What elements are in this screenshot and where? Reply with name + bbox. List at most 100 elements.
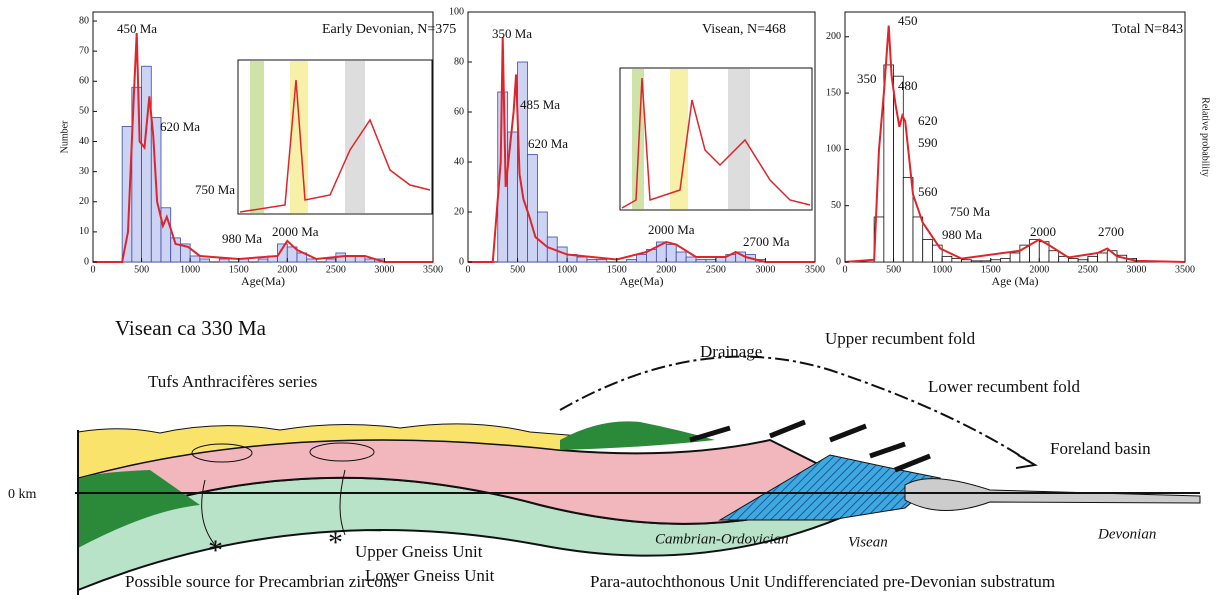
x-tick-label: 2500 [326,264,346,275]
bar [990,259,1001,263]
peak-label: 2000 Ma [272,224,319,239]
peak-label: 750 Ma [195,182,235,197]
diagram-label: Lower Gneiss Unit [365,566,495,585]
y-tick-label: 50 [79,106,89,117]
diagram-label: Para-autochthonous Unit Undifferenciated… [590,572,1055,591]
bar [1097,252,1108,263]
y-tick-label: 0 [84,256,89,267]
y-tick-label: 30 [79,166,89,177]
x-tick-label: 500 [134,264,149,275]
bar [902,177,914,263]
x-tick-label: 2000 [656,264,676,275]
bar [257,258,269,263]
bar [189,255,201,263]
peak-label: 2000 [1030,224,1056,239]
y-tick-label: 0 [459,256,464,267]
x-tick-label: 3000 [1126,264,1146,275]
x-tick-label: 3500 [423,264,443,275]
y2-axis-label: Relative probability [1200,97,1211,177]
bar [325,258,337,263]
cross-section: * * [75,355,1201,595]
bar [586,259,598,263]
peak-label: 750 Ma [950,204,990,219]
y-tick-label: 70 [79,45,89,56]
y-tick-label: 80 [454,56,464,67]
peak-label: 2700 [1098,224,1124,239]
bar [665,244,677,263]
bar [180,243,191,263]
peak-label: 450 [898,13,918,28]
bar [883,64,894,263]
y-tick-label: 10 [79,226,89,237]
x-tick-label: 2500 [706,264,726,275]
diagram-label: Cambrian-Ordovician [655,531,789,547]
y-tick-label: 80 [79,15,89,26]
probability-curve [93,33,433,263]
bar [980,260,992,263]
bar [951,258,962,263]
diagram-label: Foreland basin [1050,439,1151,458]
diagram-label: Devonian [1097,526,1156,542]
probability-curve [468,36,815,263]
x-tick-label: 2000 [277,264,297,275]
diagram-label: Lower recumbent fold [928,377,1080,396]
peak-label: 350 [857,71,877,86]
peak-label: 980 Ma [942,227,982,242]
peak-label: 480 [898,78,918,93]
y-tick-label: 40 [454,156,464,167]
diagram-label: Possible source for Precambrian zircons [125,572,398,591]
peak-label: 485 Ma [520,97,560,112]
chart-title: Visean, N=468 [702,22,786,37]
x-axis-label: Age (Ma) [992,274,1039,288]
x-tick-label: 3500 [805,264,825,275]
peak-label: 620 Ma [160,119,200,134]
bar [912,216,924,263]
bar [695,259,707,263]
x-tick-label: 1000 [932,264,952,275]
bar [537,211,548,263]
bar [1068,258,1079,263]
x-tick-label: 0 [91,264,96,275]
y-tick-label: 60 [454,106,464,117]
y-tick-label: 20 [79,196,89,207]
chart-title: Total N=843 [1112,22,1183,37]
bar [160,207,172,263]
bar [705,259,717,263]
bar [970,260,982,263]
peak-label: 620 Ma [528,136,568,151]
bar [893,75,904,263]
x-tick-label: 0 [466,264,471,275]
diagram-title: Visean ca 330 Ma [115,316,267,340]
bar [941,255,953,263]
y-tick-label: 150 [826,87,841,98]
bar [1000,258,1011,263]
x-tick-label: 3000 [374,264,394,275]
x-tick-label: 2000 [1029,264,1049,275]
diagram-label: 0 km [8,487,37,502]
bar [1077,259,1089,263]
star: * [208,534,223,567]
bar [218,258,230,263]
peak-label: 980 Ma [222,231,262,246]
bar [141,65,152,263]
x-tick-label: 1500 [981,264,1001,275]
diagram-label: Tufs Anthracifères series [148,372,317,391]
bar [1009,252,1021,263]
x-tick-label: 1500 [229,264,249,275]
bar [576,256,588,263]
x-tick-label: 500 [886,264,901,275]
y-axis-label: Number [59,120,70,153]
bar [922,239,933,263]
bar [527,154,538,263]
x-tick-label: 3500 [1175,264,1195,275]
peak-label: 350 Ma [492,26,532,41]
peak-label: 2700 Ma [743,234,790,249]
y-tick-label: 50 [831,200,841,211]
peak-label: 560 [918,184,938,199]
x-tick-label: 1000 [557,264,577,275]
y-tick-label: 60 [79,76,89,87]
diagram-label: Upper Gneiss Unit [355,542,483,561]
bar [675,251,687,263]
